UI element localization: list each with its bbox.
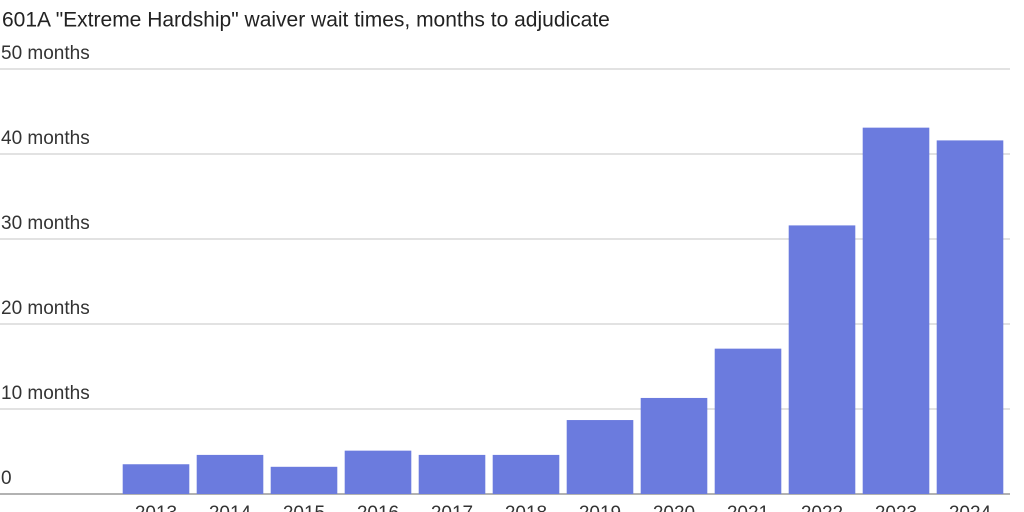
bar [862,127,930,495]
x-tick-label: 2024 [949,503,992,512]
x-tick-label: 2016 [357,503,399,512]
y-tick-label: 30 months [1,213,90,234]
x-tick-label: 2019 [579,503,621,512]
x-tick-label: 2015 [283,503,325,512]
y-tick-label: 10 months [1,383,90,404]
y-tick-label: 50 months [1,43,90,64]
bar [418,454,486,494]
bar [270,466,338,494]
bar [714,348,782,494]
chart-title: 601A "Extreme Hardship" waiver wait time… [2,9,610,32]
bar [640,397,708,494]
bar [492,454,560,494]
x-tick-label: 2014 [209,503,252,512]
y-tick-label: 40 months [1,128,90,149]
bar [788,225,856,494]
x-tick-label: 2022 [801,503,843,512]
x-tick-label: 2013 [135,503,177,512]
bar [936,140,1004,494]
y-tick-label: 20 months [1,298,90,319]
x-tick-label: 2017 [431,503,473,512]
bar [344,450,412,494]
bar [196,454,264,494]
x-tick-label: 2018 [505,503,547,512]
x-tick-label: 2023 [875,503,917,512]
y-tick-label: 0 [1,468,12,489]
x-tick-label: 2020 [653,503,695,512]
bar [566,420,634,494]
bar [122,464,190,494]
x-tick-label: 2021 [727,503,769,512]
